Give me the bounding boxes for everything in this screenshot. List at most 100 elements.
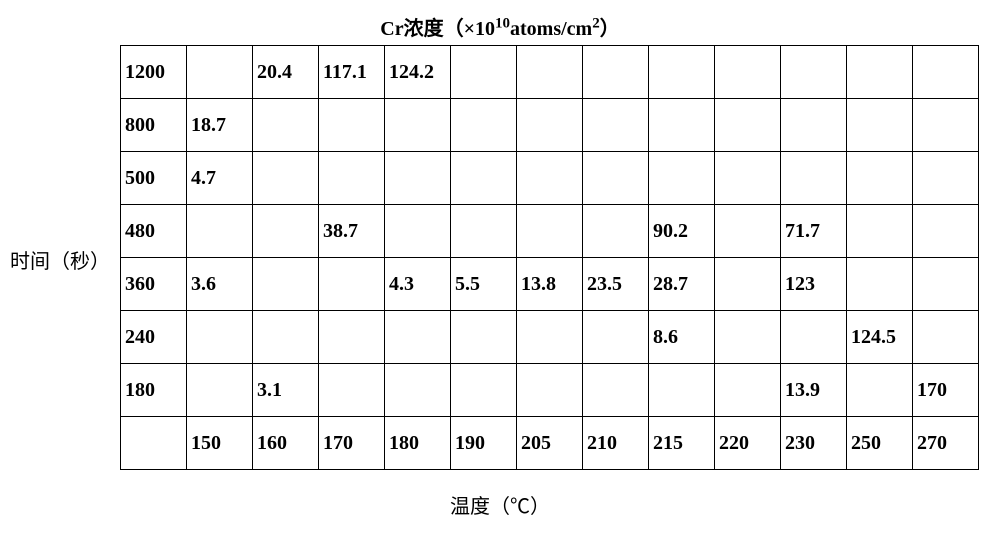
- cell-temp: 205: [517, 417, 583, 470]
- cell-temp: 180: [385, 417, 451, 470]
- cell-temp: 150: [187, 417, 253, 470]
- cell: [187, 205, 253, 258]
- cell: [583, 205, 649, 258]
- table-row: 180 3.1 13.9 170: [121, 364, 979, 417]
- cell: [385, 152, 451, 205]
- table-row: 500 4.7: [121, 152, 979, 205]
- cell-temp: 230: [781, 417, 847, 470]
- cell: [715, 311, 781, 364]
- cell: [451, 99, 517, 152]
- cell: [913, 205, 979, 258]
- table-row: 360 3.6 4.3 5.5 13.8 23.5 28.7 123: [121, 258, 979, 311]
- title-exponent-1: 10: [495, 15, 510, 31]
- cell: 38.7: [319, 205, 385, 258]
- cell: [781, 46, 847, 99]
- cell: 5.5: [451, 258, 517, 311]
- y-axis-label: 时间（秒）: [10, 245, 110, 274]
- cell: [913, 152, 979, 205]
- cell: [847, 99, 913, 152]
- cell: [715, 205, 781, 258]
- cell: 117.1: [319, 46, 385, 99]
- cell: [253, 205, 319, 258]
- cell: [649, 99, 715, 152]
- cell: [319, 152, 385, 205]
- cell: [715, 258, 781, 311]
- cell-time: 800: [121, 99, 187, 152]
- cell: [781, 99, 847, 152]
- title-prefix: Cr浓度（×10: [380, 18, 495, 40]
- cell: [583, 364, 649, 417]
- cell: [715, 364, 781, 417]
- cell: [319, 311, 385, 364]
- cell-temp: 190: [451, 417, 517, 470]
- cell-time: 240: [121, 311, 187, 364]
- cell: [253, 152, 319, 205]
- table-row-temperature: 150 160 170 180 190 205 210 215 220 230 …: [121, 417, 979, 470]
- cell-time: 480: [121, 205, 187, 258]
- cell: [451, 205, 517, 258]
- cell-temp: 250: [847, 417, 913, 470]
- cell: 123: [781, 258, 847, 311]
- cell-time: 500: [121, 152, 187, 205]
- cell-time: 360: [121, 258, 187, 311]
- cell: [121, 417, 187, 470]
- cell: [583, 46, 649, 99]
- cell: 20.4: [253, 46, 319, 99]
- cell: [913, 99, 979, 152]
- cell: [913, 258, 979, 311]
- cell: [451, 46, 517, 99]
- cell: [319, 258, 385, 311]
- data-table: 1200 20.4 117.1 124.2 800 18.7 500 4.7: [120, 45, 979, 470]
- cell: [385, 364, 451, 417]
- cell-time: 1200: [121, 46, 187, 99]
- cell: [847, 46, 913, 99]
- cell: [649, 152, 715, 205]
- cell: 28.7: [649, 258, 715, 311]
- cell: [385, 205, 451, 258]
- cell: [583, 152, 649, 205]
- table-title: Cr浓度（×1010atoms/cm2）: [0, 12, 1000, 41]
- cell: [913, 311, 979, 364]
- x-axis-label: 温度（℃）: [0, 490, 1000, 519]
- cell: [583, 99, 649, 152]
- cell: [583, 311, 649, 364]
- cell: 71.7: [781, 205, 847, 258]
- cell-temp: 210: [583, 417, 649, 470]
- cell: 13.8: [517, 258, 583, 311]
- cell: [847, 152, 913, 205]
- cell: [847, 205, 913, 258]
- cell: [517, 364, 583, 417]
- cell: [847, 258, 913, 311]
- cell: [319, 99, 385, 152]
- cell: [715, 152, 781, 205]
- cell: [517, 205, 583, 258]
- title-exponent-2: 2: [592, 15, 600, 31]
- cell: [913, 46, 979, 99]
- cell: [253, 99, 319, 152]
- title-mid: atoms/cm: [510, 18, 592, 40]
- cell: [649, 364, 715, 417]
- cell: 18.7: [187, 99, 253, 152]
- cell-temp: 160: [253, 417, 319, 470]
- cell: [649, 46, 715, 99]
- table-row: 240 8.6 124.5: [121, 311, 979, 364]
- cell: [781, 311, 847, 364]
- cell: [715, 99, 781, 152]
- cell: 13.9: [781, 364, 847, 417]
- cell: [517, 46, 583, 99]
- cell-temp: 220: [715, 417, 781, 470]
- cell: [517, 99, 583, 152]
- title-suffix: ）: [600, 18, 620, 40]
- cell: [253, 258, 319, 311]
- cell: 124.5: [847, 311, 913, 364]
- cell: [385, 99, 451, 152]
- cell: [253, 311, 319, 364]
- cell: 3.6: [187, 258, 253, 311]
- table-row: 800 18.7: [121, 99, 979, 152]
- cell: 8.6: [649, 311, 715, 364]
- cell: [187, 46, 253, 99]
- cell: [451, 152, 517, 205]
- cell: [451, 364, 517, 417]
- cell: [847, 364, 913, 417]
- cell-temp: 215: [649, 417, 715, 470]
